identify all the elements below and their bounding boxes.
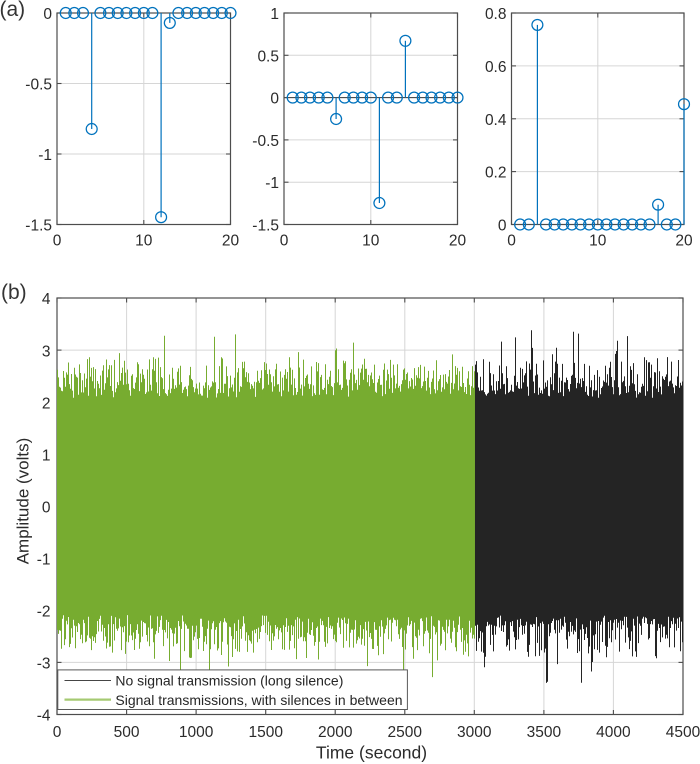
svg-text:3: 3	[42, 343, 51, 360]
svg-text:-4: -4	[37, 708, 51, 725]
svg-text:0.6: 0.6	[485, 59, 507, 76]
svg-text:1000: 1000	[179, 724, 214, 741]
svg-text:0: 0	[498, 218, 507, 235]
svg-text:2500: 2500	[388, 724, 423, 741]
svg-text:0: 0	[43, 6, 52, 23]
svg-text:3500: 3500	[527, 724, 562, 741]
svg-text:4000: 4000	[596, 724, 631, 741]
svg-text:4500: 4500	[666, 724, 700, 741]
svg-text:-1: -1	[37, 552, 51, 569]
svg-text:10: 10	[362, 233, 380, 250]
svg-text:0.8: 0.8	[485, 6, 507, 23]
svg-text:-1: -1	[38, 147, 52, 164]
svg-text:-0.5: -0.5	[25, 77, 52, 94]
svg-text:4: 4	[42, 291, 51, 308]
svg-text:Amplitude (volts): Amplitude (volts)	[14, 438, 33, 565]
svg-text:500: 500	[114, 724, 140, 741]
svg-text:Signal transmissions, with sil: Signal transmissions, with silences in b…	[115, 692, 402, 708]
svg-text:10: 10	[589, 233, 607, 250]
svg-text:0: 0	[280, 233, 289, 250]
svg-text:1: 1	[270, 6, 279, 23]
svg-text:0.2: 0.2	[485, 165, 507, 182]
svg-text:-2: -2	[37, 604, 51, 621]
svg-text:2: 2	[42, 395, 51, 412]
svg-text:1500: 1500	[248, 724, 283, 741]
svg-text:2000: 2000	[318, 724, 353, 741]
svg-text:0: 0	[270, 91, 279, 108]
svg-text:-3: -3	[37, 656, 51, 673]
svg-text:0: 0	[507, 233, 516, 250]
svg-text:0.4: 0.4	[485, 112, 507, 129]
svg-text:-0.5: -0.5	[252, 133, 279, 150]
svg-text:20: 20	[222, 233, 240, 250]
svg-text:3000: 3000	[457, 724, 492, 741]
svg-text:0: 0	[42, 500, 51, 517]
svg-text:(b): (b)	[1, 281, 27, 304]
svg-text:20: 20	[449, 233, 467, 250]
svg-text:-1: -1	[265, 175, 279, 192]
svg-text:(a): (a)	[0, 0, 25, 21]
svg-text:1: 1	[42, 447, 51, 464]
svg-text:-1.5: -1.5	[25, 218, 52, 235]
svg-text:0: 0	[53, 233, 62, 250]
svg-text:0: 0	[53, 724, 62, 741]
svg-text:-1.5: -1.5	[252, 218, 279, 235]
svg-text:20: 20	[675, 233, 693, 250]
svg-text:Time (second): Time (second)	[316, 742, 427, 762]
svg-text:10: 10	[135, 233, 153, 250]
svg-text:No signal transmission (long s: No signal transmission (long silence)	[115, 672, 343, 688]
svg-text:0.5: 0.5	[257, 48, 279, 65]
